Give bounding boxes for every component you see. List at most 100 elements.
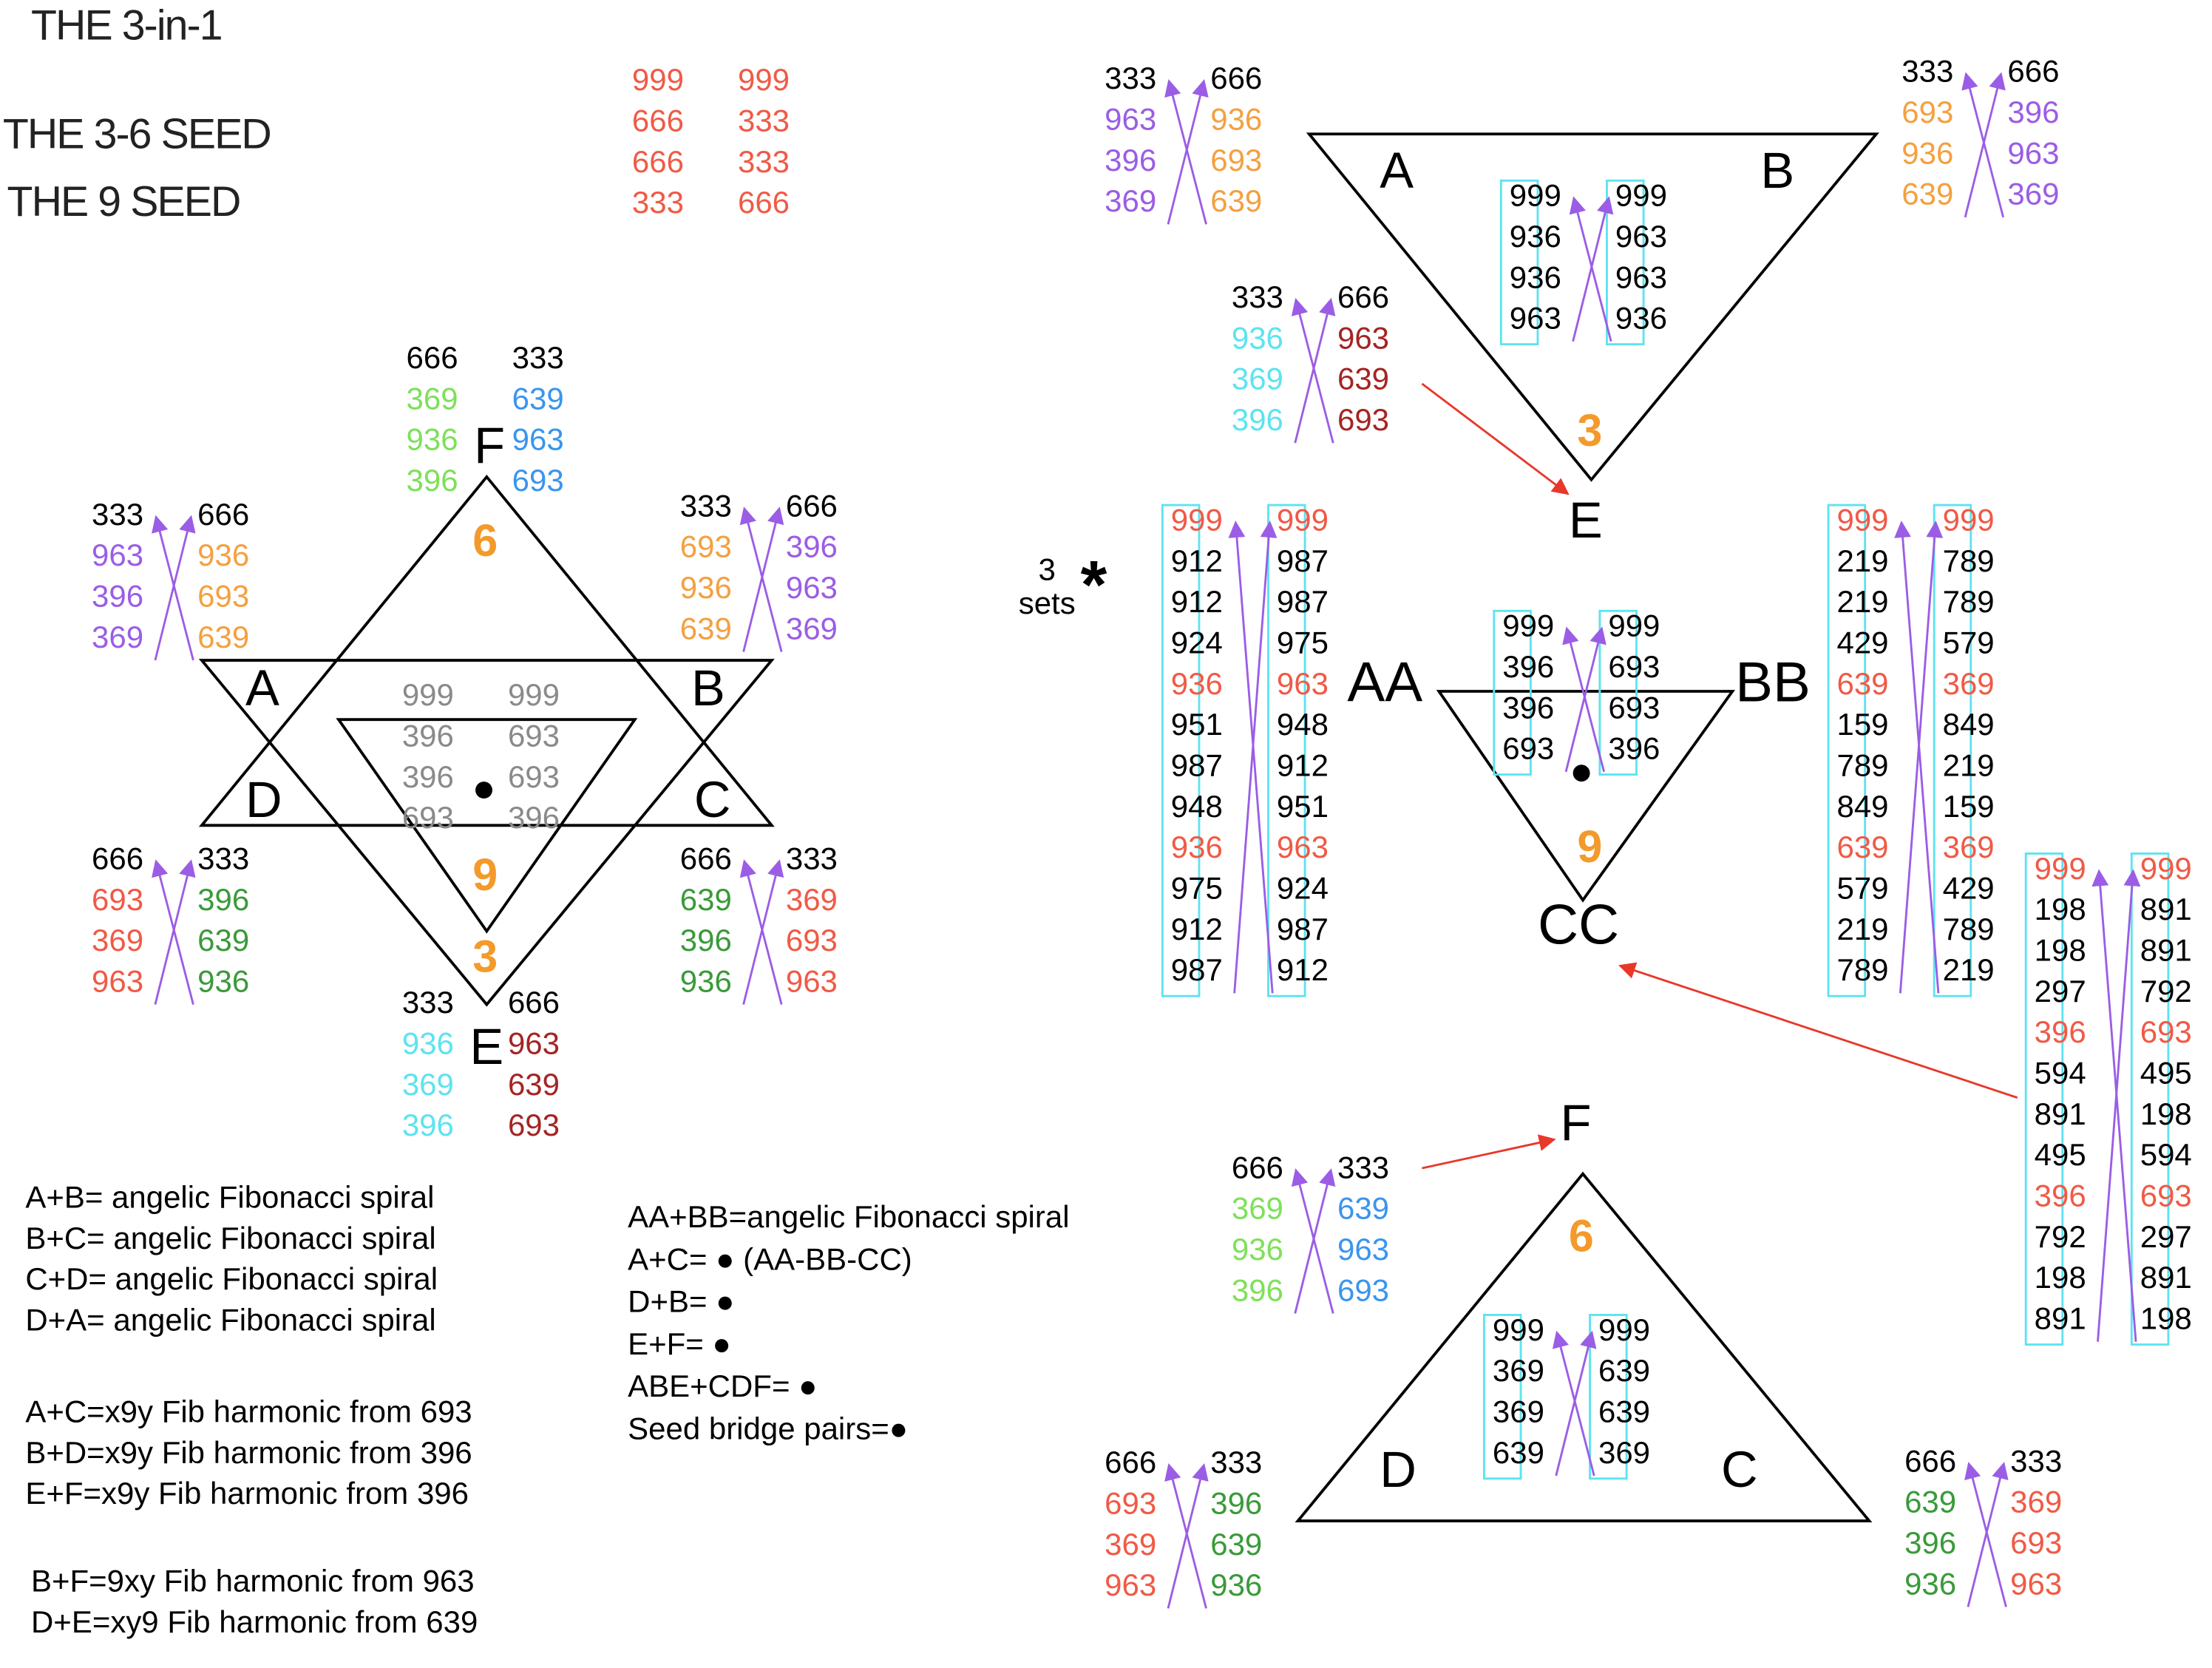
cross-arrow (1569, 196, 1612, 342)
number-colL-right: 948 (1276, 707, 1329, 742)
number-starE-right: 639 (507, 1066, 560, 1102)
number-colL-right: 987 (1276, 543, 1329, 579)
cross-arrow (1961, 72, 2005, 218)
number-t3F-right: 963 (1337, 1231, 1390, 1267)
number-seed-left: 333 (631, 184, 684, 220)
number-seed-left: 999 (631, 61, 684, 98)
number-t3BL-right: 396 (1210, 1485, 1263, 1522)
number-t1TR-left: 639 (1901, 176, 1954, 212)
number-starBR-right: 369 (785, 881, 838, 918)
note-spiral: B+C= angelic Fibonacci spiral (25, 1220, 436, 1256)
triangle-bottom (1295, 1171, 1873, 1522)
number-colFar-left: 297 (2034, 973, 2086, 1009)
number-t3BR-right: 963 (2010, 1566, 2063, 1601)
number-t3F-left: 369 (1231, 1190, 1283, 1227)
number-t3In-right: 639 (1598, 1352, 1651, 1389)
number-starE-right: 963 (507, 1025, 560, 1061)
note-pairs: A+C= ● (AA-BB-CC) (628, 1241, 912, 1277)
number-colR-right: 159 (1942, 788, 1995, 824)
number-colR-left: 429 (1836, 625, 1889, 661)
number-t3BL-right: 639 (1210, 1526, 1263, 1562)
number-colFar-left: 594 (2034, 1055, 2086, 1091)
number-t1TR-right: 369 (2007, 176, 2060, 212)
number-t2In-left: 396 (1502, 690, 1555, 725)
number-starF-right: 333 (512, 339, 564, 376)
number-t3F-right: 639 (1337, 1190, 1390, 1227)
number-t1In-right: 963 (1615, 260, 1667, 295)
number-t1E-right: 639 (1337, 361, 1390, 397)
number-t1E-right: 963 (1337, 320, 1390, 356)
note-harmonic: B+D=x9y Fib harmonic from 396 (25, 1434, 472, 1471)
seed-dot (475, 782, 492, 799)
vertex-label-D3: D (1380, 1440, 1417, 1499)
number-colFar-left: 396 (2034, 1178, 2086, 1214)
number-starTL-left: 333 (92, 496, 144, 532)
number-starBR-left: 666 (679, 841, 732, 876)
number-t1TL-left: 396 (1105, 142, 1157, 178)
cross-arrow (1894, 521, 1940, 994)
note-harmonic: B+F=9xy Fib harmonic from 963 (30, 1563, 475, 1598)
digit-label-six3: 6 (1568, 1210, 1594, 1261)
number-t3BL-left: 666 (1105, 1444, 1157, 1480)
number-colL-right: 963 (1276, 665, 1329, 702)
number-t1E-left: 396 (1231, 401, 1283, 438)
vertex-label-C1: C (693, 770, 731, 829)
number-t3In-left: 639 (1492, 1434, 1544, 1471)
number-t1In-right: 936 (1615, 300, 1667, 336)
number-colFar-right: 594 (2140, 1137, 2192, 1173)
highlight-box (2024, 852, 2064, 1346)
number-t3BL-right: 333 (1210, 1444, 1263, 1480)
cross-arrow (1562, 626, 1606, 773)
cross-arrow (1967, 1462, 2009, 1607)
number-t1E-left: 936 (1231, 320, 1283, 356)
number-starF-left: 666 (406, 339, 458, 376)
cross-arrow (1233, 521, 1278, 994)
number-starTR-left: 333 (679, 488, 732, 523)
cross-arrow (1164, 1462, 1207, 1609)
cross-arrow (1291, 297, 1334, 444)
number-t2In-left: 396 (1502, 648, 1555, 685)
number-colR-left: 849 (1836, 788, 1889, 824)
red-arrow (1421, 382, 1570, 495)
number-starBR-left: 936 (679, 963, 732, 1000)
vertex-label-AA: AA (1347, 651, 1423, 714)
number-t1TL-left: 369 (1105, 183, 1157, 219)
vertex-label-A1: A (245, 659, 279, 717)
cross-arrow (154, 859, 196, 1005)
number-t2In-left: 999 (1502, 608, 1555, 644)
number-starE-left: 333 (401, 984, 454, 1020)
number-colFar-left: 792 (2034, 1218, 2086, 1255)
number-starTL-right: 693 (197, 578, 250, 614)
number-starTL-left: 369 (92, 619, 144, 655)
vertex-label-CC: CC (1537, 894, 1620, 957)
highlight-box (1827, 504, 1867, 997)
number-t1E-right: 693 (1337, 401, 1390, 438)
note-spiral: C+D= angelic Fibonacci spiral (25, 1261, 438, 1297)
number-colFar-right: 891 (2140, 1260, 2192, 1295)
triangle-inner-star (336, 718, 638, 934)
cross-arrow (152, 859, 194, 1005)
number-starF-right: 693 (512, 462, 564, 498)
number-t3BL-left: 693 (1105, 1485, 1157, 1522)
number-starTL-left: 963 (92, 538, 144, 573)
number-starF-right: 639 (512, 381, 564, 416)
cross-arrow (154, 515, 196, 661)
cross-arrow (1164, 79, 1207, 225)
number-t1TL-right: 666 (1210, 61, 1263, 96)
number-t1In-left: 963 (1509, 300, 1561, 336)
note-spiral: D+A= angelic Fibonacci spiral (25, 1302, 436, 1338)
number-starE-right: 666 (507, 984, 560, 1020)
vertex-label-B1: B (691, 659, 725, 717)
note-spiral: A+B= angelic Fibonacci spiral (25, 1179, 435, 1215)
number-colFar-left: 891 (2034, 1096, 2086, 1132)
number-starInner-left: 396 (401, 718, 454, 753)
cross-arrow (1564, 626, 1607, 773)
cross-arrow (1555, 1330, 1597, 1477)
cross-arrow (1167, 79, 1209, 225)
number-colR-left: 219 (1836, 543, 1889, 579)
vertex-label-F1: F (474, 416, 506, 475)
number-t1TR-right: 963 (2007, 135, 2060, 171)
number-starF-right: 963 (512, 421, 564, 458)
number-starInner-right: 693 (507, 759, 560, 795)
